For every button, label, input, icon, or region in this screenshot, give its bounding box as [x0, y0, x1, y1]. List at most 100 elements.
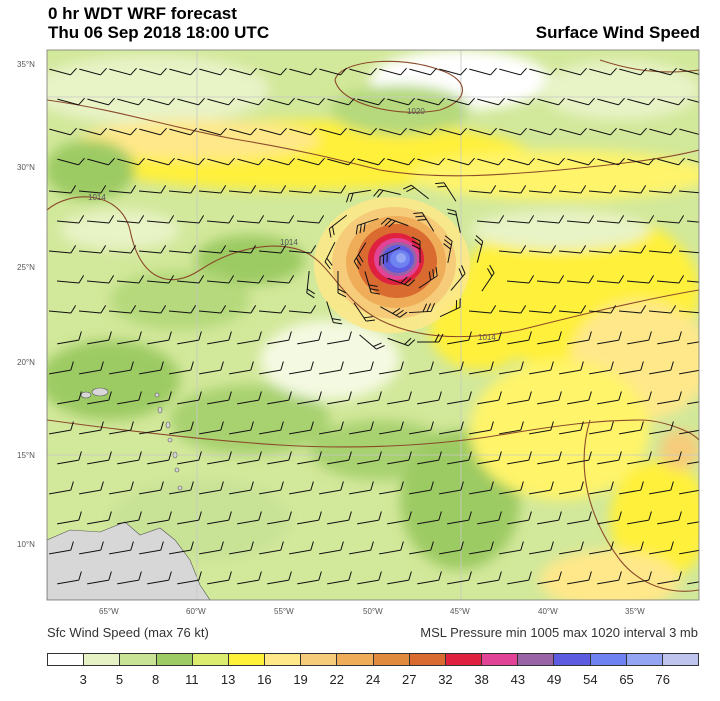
wind-barb — [619, 481, 644, 495]
wind-barb — [86, 215, 115, 224]
wind-barb — [109, 127, 137, 136]
wind-barb — [559, 481, 584, 495]
wind-barb — [619, 541, 644, 555]
wind-barb — [117, 451, 142, 465]
wind-barb — [56, 215, 85, 224]
wind-barb — [657, 391, 682, 405]
wind-barb — [357, 157, 385, 166]
wind-barb — [499, 127, 527, 136]
wind-barb — [207, 157, 235, 166]
wind-barb — [319, 481, 344, 495]
wind-barb — [387, 97, 415, 106]
wind-barb — [507, 571, 532, 585]
wind-barb — [619, 67, 647, 76]
wind-barb — [597, 97, 625, 106]
wind-barb — [109, 361, 134, 375]
wind-barb — [679, 369, 699, 375]
wind-barb — [177, 451, 202, 465]
lat-label-35n: 35°N — [17, 60, 35, 69]
wind-barb — [318, 185, 347, 194]
wind-barb — [259, 67, 287, 76]
wind-barb — [259, 361, 284, 375]
wind-barb — [117, 571, 142, 585]
wind-barb — [627, 511, 652, 525]
wind-barb — [87, 571, 112, 585]
lon-label-50w: 50°W — [363, 607, 383, 616]
wind-barb — [507, 97, 535, 106]
wind-barb — [289, 421, 314, 435]
wind-barb — [477, 451, 502, 465]
wind-barb — [679, 549, 699, 555]
wind-barb — [649, 541, 674, 555]
wind-barb — [507, 511, 532, 525]
legend-swatch — [590, 654, 627, 665]
wind-barb — [206, 275, 235, 284]
wind-barb — [357, 391, 382, 405]
wind-barb — [177, 331, 202, 345]
wind-barb — [558, 245, 587, 254]
wind-barb — [417, 511, 442, 525]
wind-barb — [619, 127, 647, 136]
wind-barb — [567, 391, 592, 405]
wind-barb — [79, 361, 104, 375]
wind-barb — [379, 67, 407, 76]
wind-barb — [678, 250, 699, 254]
wind-barb — [687, 158, 699, 166]
wind-barb — [559, 421, 584, 435]
wind-barb — [469, 541, 494, 555]
wind-barb — [198, 305, 227, 314]
lon-label-45w: 45°W — [450, 607, 470, 616]
wind-barb — [447, 331, 472, 345]
wind-barb — [435, 182, 457, 202]
wind-barb — [237, 571, 262, 585]
wind-barb — [349, 361, 374, 375]
wind-barb — [498, 185, 527, 194]
wind-barb — [237, 157, 265, 166]
wind-barb — [679, 68, 699, 76]
wind-barb — [79, 481, 104, 495]
wind-barb — [529, 481, 554, 495]
wind-barb — [267, 511, 292, 525]
wind-barb — [656, 215, 685, 224]
wind-barb — [147, 391, 172, 405]
wind-barb — [49, 541, 74, 555]
wind-barb — [409, 421, 434, 435]
wind-barb — [657, 571, 682, 585]
legend-swatch — [48, 654, 85, 665]
wind-barb — [147, 451, 172, 465]
wind-barb — [678, 310, 699, 314]
wind-barb — [49, 67, 77, 76]
wind-barb — [498, 305, 527, 314]
wind-barb — [78, 245, 107, 254]
wind-barb — [657, 451, 682, 465]
legend-tick-label: 49 — [546, 672, 562, 687]
wind-barb — [477, 97, 505, 106]
wind-barb — [288, 305, 317, 314]
wind-barb — [267, 331, 292, 345]
pressure-caption: MSL Pressure min 1005 max 1020 interval … — [420, 625, 698, 640]
lon-label-65w: 65°W — [99, 607, 119, 616]
wind-barb — [87, 157, 115, 166]
wind-barb — [589, 127, 617, 136]
wind-barb — [169, 481, 194, 495]
map-frame — [46, 49, 700, 601]
wind-barb — [447, 571, 472, 585]
wind-barb — [169, 541, 194, 555]
wind-barb — [657, 511, 682, 525]
wind-barb — [177, 391, 202, 405]
wind-barb — [79, 127, 107, 136]
hurricane-core — [314, 197, 470, 333]
wind-barb — [288, 245, 317, 254]
wind-barb — [207, 511, 232, 525]
wind-barb — [537, 331, 562, 345]
wind-barb — [439, 298, 461, 318]
legend-tick-label: 76 — [655, 672, 670, 687]
wind-barb — [529, 421, 554, 435]
wind-barb — [297, 571, 322, 585]
wind-barb — [618, 245, 647, 254]
wind-barb — [418, 266, 438, 289]
legend-tick-label: 65 — [619, 672, 634, 687]
wind-barb — [57, 97, 85, 106]
wind-barb — [49, 127, 77, 136]
